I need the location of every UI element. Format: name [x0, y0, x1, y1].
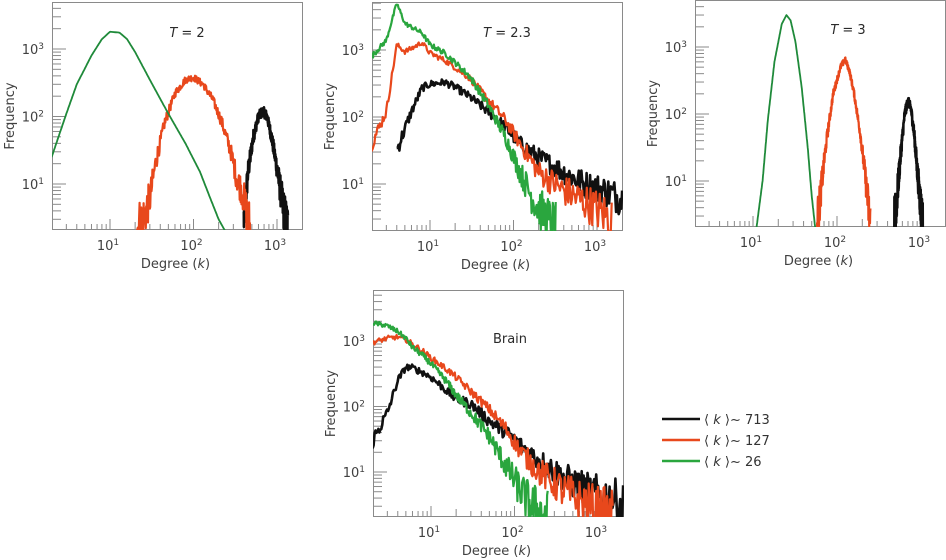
series-line-k26	[372, 3, 557, 231]
series-line-k26	[373, 320, 549, 517]
panel-title: Brain	[493, 332, 527, 347]
x-tick-label: 102	[501, 525, 523, 541]
legend: ⟨ k ⟩~ 713 ⟨ k ⟩~ 127 ⟨ k ⟩~ 26	[662, 413, 770, 470]
x-tick-label: 103	[585, 525, 607, 541]
x-tick-label: 103	[908, 235, 930, 251]
y-tick-label: 101	[22, 177, 44, 193]
series-line-k127	[372, 41, 613, 231]
x-tick-label: 103	[584, 239, 606, 255]
series-line-k713	[396, 78, 623, 216]
x-ticks	[708, 216, 922, 227]
x-tick-label: 101	[97, 238, 119, 254]
panel-t2: 101 102 103 101 102 103 Degree (k) Frequency T =…	[3, 2, 303, 272]
x-tick-label: 102	[824, 235, 846, 251]
legend-entry: ⟨ k ⟩~ 127	[662, 434, 770, 449]
y-axis-label: Frequency	[646, 80, 661, 147]
series-line-k127	[136, 74, 252, 230]
x-tick-label: 101	[417, 239, 439, 255]
y-tick-label: 103	[22, 42, 44, 58]
series-line-k713	[242, 106, 290, 230]
y-axis-label: Frequency	[324, 370, 339, 437]
y-axis-label: Frequency	[3, 82, 18, 149]
y-tick-label: 102	[665, 107, 687, 123]
series-line-k127	[373, 333, 614, 517]
y-tick-label: 101	[343, 465, 365, 481]
y-tick-label: 101	[342, 177, 364, 193]
legend-label: ⟨ k ⟩~ 713	[704, 413, 770, 428]
y-tick-label: 101	[665, 174, 687, 190]
plot-frame	[373, 290, 624, 517]
panel-t3: 101 102 103 101 102 103 Degree (k) Frequency T =…	[646, 0, 946, 269]
series-line-k713	[373, 363, 624, 517]
x-axis-label: Degree (k)	[461, 258, 530, 273]
panel-brain: 101 102 103 101 102 103 Degree (k) Frequency Bra…	[324, 290, 624, 559]
legend-entry: ⟨ k ⟩~ 713	[662, 413, 770, 428]
panel-title: T = 3	[830, 23, 865, 38]
x-tick-label: 101	[418, 525, 440, 541]
y-tick-label: 102	[22, 110, 44, 126]
series-group	[755, 14, 925, 227]
y-ticks	[372, 2, 386, 220]
y-axis-label: Frequency	[323, 83, 338, 150]
y-tick-label: 103	[342, 43, 364, 59]
x-axis-label: Degree (k)	[784, 254, 853, 269]
y-ticks	[52, 7, 66, 220]
x-ticks	[386, 506, 599, 517]
y-ticks	[695, 6, 709, 217]
x-tick-label: 101	[740, 235, 762, 251]
panel-title: T = 2.3	[483, 26, 531, 41]
series-line-k713	[893, 96, 925, 227]
series-line-k26	[755, 14, 817, 227]
panel-title: T = 2	[169, 26, 204, 41]
y-tick-label: 103	[343, 334, 365, 350]
series-group	[372, 3, 623, 231]
series-group	[373, 320, 624, 517]
x-ticks	[65, 219, 278, 230]
legend-label: ⟨ k ⟩~ 26	[704, 455, 762, 470]
x-ticks	[385, 220, 598, 231]
y-ticks	[373, 294, 387, 507]
x-tick-label: 102	[180, 238, 202, 254]
y-tick-label: 102	[342, 110, 364, 126]
legend-entry: ⟨ k ⟩~ 26	[662, 455, 762, 470]
series-line-k26	[52, 30, 226, 230]
x-tick-label: 103	[264, 238, 286, 254]
y-tick-label: 103	[665, 40, 687, 56]
legend-label: ⟨ k ⟩~ 127	[704, 434, 770, 449]
panel-t2-3: 101 102 103 101 102 103 Degree (k) Frequency T =…	[323, 2, 623, 273]
x-axis-label: Degree (k)	[462, 544, 531, 559]
y-tick-label: 102	[343, 400, 365, 416]
x-axis-label: Degree (k)	[141, 257, 210, 272]
series-line-k127	[816, 56, 872, 227]
x-tick-label: 102	[500, 239, 522, 255]
series-group	[52, 30, 290, 230]
